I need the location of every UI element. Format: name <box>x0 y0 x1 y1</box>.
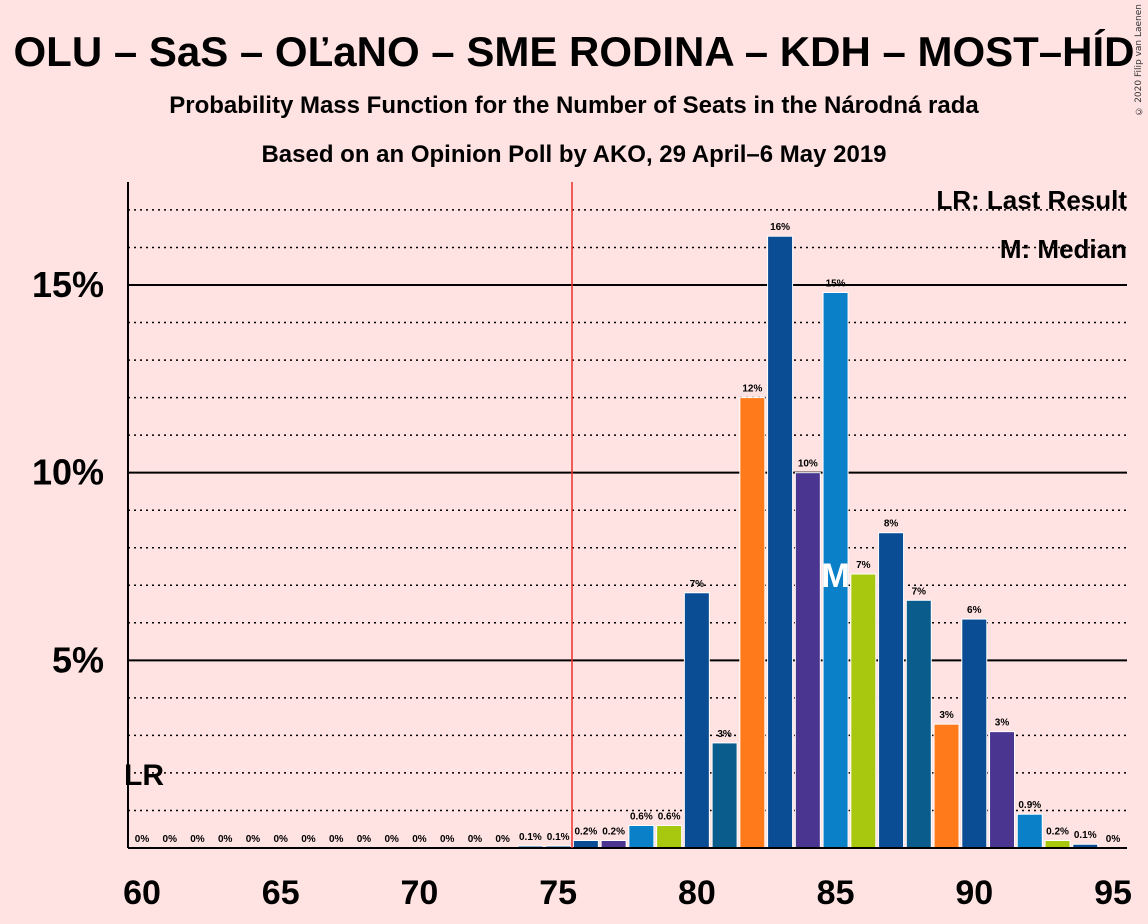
bar-81 <box>711 742 738 849</box>
data-label-78: 0.6% <box>630 811 653 822</box>
legend-median: M: Median <box>1000 234 1127 264</box>
median-marker: M <box>821 557 849 595</box>
y-tick-label-5: 5% <box>52 639 104 680</box>
x-tick-label-85: 85 <box>817 874 855 912</box>
data-label-87: 8% <box>884 519 899 530</box>
bar-78 <box>628 824 655 849</box>
data-label-93: 0.2% <box>1046 826 1069 837</box>
data-label-74: 0.1% <box>519 832 542 843</box>
bar-83 <box>767 235 794 849</box>
data-label-77: 0.2% <box>602 826 625 837</box>
bar-84 <box>794 472 821 849</box>
data-label-64: 0% <box>246 834 261 845</box>
data-label-91: 3% <box>995 718 1010 729</box>
bar-93 <box>1044 839 1071 849</box>
data-label-90: 6% <box>967 605 982 616</box>
bar-85 <box>822 292 849 849</box>
data-label-68: 0% <box>357 834 372 845</box>
x-tick-label-75: 75 <box>539 874 577 912</box>
bar-92 <box>1016 813 1043 849</box>
data-label-85: 15% <box>826 279 846 290</box>
bar-82 <box>739 397 766 849</box>
data-label-81: 3% <box>717 729 732 740</box>
chart-subtitle-2: Based on an Opinion Poll by AKO, 29 Apri… <box>261 141 886 168</box>
data-label-83: 16% <box>770 222 790 233</box>
data-label-89: 3% <box>939 710 954 721</box>
data-label-60: 0% <box>135 834 150 845</box>
data-label-69: 0% <box>384 834 399 845</box>
bar-86 <box>850 573 877 849</box>
bar-87 <box>878 532 905 849</box>
x-tick-label-95: 95 <box>1094 874 1132 912</box>
data-label-79: 0.6% <box>658 811 681 822</box>
data-label-70: 0% <box>412 834 427 845</box>
x-tick-label-70: 70 <box>401 874 439 912</box>
bars: 0% 0% 0% 0% 0% 0% 0% 0% 0% 0% 0% 0% 0% 0% 0.1% 0.1% 0.2%… <box>135 222 1121 849</box>
x-tick-label-80: 80 <box>678 874 716 912</box>
data-label-92: 0.9% <box>1018 800 1041 811</box>
data-label-72: 0% <box>468 834 483 845</box>
grid-lines <box>128 209 1127 812</box>
y-tick-label-15: 15% <box>32 264 104 305</box>
data-label-86: 7% <box>856 560 871 571</box>
data-label-84: 10% <box>798 459 818 470</box>
last-result-marker: LR <box>124 759 164 792</box>
bar-91 <box>989 731 1016 849</box>
bar-77 <box>600 839 627 849</box>
bar-80 <box>683 592 710 849</box>
data-label-95: 0% <box>1106 834 1121 845</box>
bar-89 <box>933 723 960 849</box>
bar-79 <box>656 824 683 849</box>
data-label-67: 0% <box>329 834 344 845</box>
chart-title: OLU – SaS – OĽaNO – SME RODINA – KDH – M… <box>14 28 1135 75</box>
data-label-94: 0.1% <box>1074 830 1097 841</box>
bar-88 <box>905 599 932 849</box>
annotations: LR M <box>124 182 850 848</box>
data-label-71: 0% <box>440 834 455 845</box>
chart-subtitle-1: Probability Mass Function for the Number… <box>169 92 979 119</box>
data-label-65: 0% <box>273 834 288 845</box>
data-label-80: 7% <box>690 579 705 590</box>
axes: 5% 10% 15% 60 65 70 75 80 85 90 95 <box>32 182 1132 912</box>
copyright-notice: © 2020 Filip van Laenen <box>1134 4 1144 116</box>
bar-76 <box>572 839 599 849</box>
y-tick-label-10: 10% <box>32 452 104 493</box>
x-tick-label-90: 90 <box>955 874 993 912</box>
bar-90 <box>961 618 988 849</box>
data-label-82: 12% <box>742 384 762 395</box>
data-label-76: 0.2% <box>574 826 597 837</box>
x-tick-label-60: 60 <box>123 874 161 912</box>
data-label-75: 0.1% <box>547 832 570 843</box>
legend-last-result: LR: Last Result <box>936 185 1127 215</box>
data-label-88: 7% <box>912 586 927 597</box>
data-label-61: 0% <box>163 834 178 845</box>
x-tick-label-65: 65 <box>262 874 300 912</box>
data-label-63: 0% <box>218 834 233 845</box>
data-label-73: 0% <box>495 834 510 845</box>
data-label-66: 0% <box>301 834 316 845</box>
data-label-62: 0% <box>190 834 205 845</box>
